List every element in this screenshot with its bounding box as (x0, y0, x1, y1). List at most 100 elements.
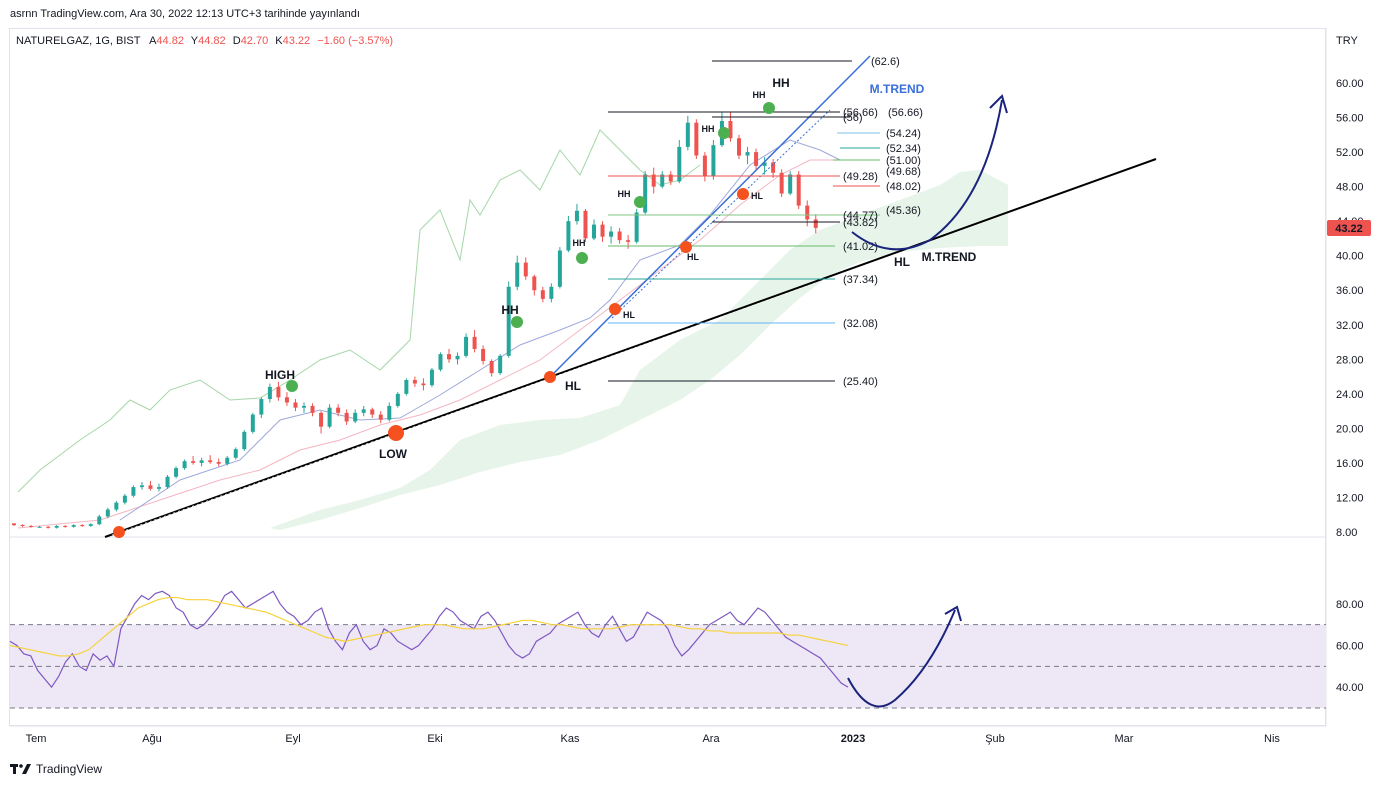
hh-marker (511, 316, 523, 328)
chart-annotation: HH (702, 124, 715, 134)
time-tick-label: Kas (561, 733, 580, 745)
candle-body (336, 407, 341, 413)
fib-level-label: (56) (843, 112, 863, 124)
fib-level-label: (49.28) (843, 171, 878, 183)
price-tick-label: 20.00 (1336, 423, 1364, 435)
time-tick-label: 2023 (841, 733, 865, 745)
candle-body (634, 212, 639, 242)
rsi-tick-label: 60.00 (1336, 641, 1364, 653)
rsi-line (9, 590, 849, 689)
candle-body (63, 525, 68, 527)
open-label: A (149, 35, 157, 47)
price-tick-label: 48.00 (1336, 182, 1364, 194)
candle-body (421, 383, 426, 386)
hh-marker (634, 196, 646, 208)
hh-marker (286, 380, 298, 392)
candle-body (12, 523, 16, 526)
high-value: 44.82 (198, 35, 226, 47)
chart-annotation: HH (501, 303, 518, 317)
candle-body (97, 516, 102, 525)
candle-body (643, 174, 648, 213)
candle-body (148, 485, 153, 489)
candle-body (361, 409, 366, 413)
currency-label: TRY (1336, 35, 1358, 47)
candle-body (626, 240, 631, 242)
candle-body (353, 412, 358, 422)
candle-body (165, 476, 170, 488)
time-tick-label: Eki (427, 733, 442, 745)
candle-body (37, 526, 42, 528)
candle-body (583, 210, 588, 239)
candle-body (327, 407, 332, 427)
candle-body (387, 405, 392, 420)
hl-marker (388, 425, 404, 441)
chart-annotation: HH (618, 189, 631, 199)
low-label: D (232, 35, 241, 47)
candle-body (438, 354, 443, 370)
candle-body (105, 509, 110, 517)
rsi-forecast-arrow (847, 609, 956, 708)
candle-body (609, 231, 614, 237)
chart-annotation: HL (623, 310, 635, 320)
symbol-legend: NATURELGAZ, 1G, BIST A44.82 Y44.82 D42.7… (16, 35, 397, 47)
forecast-arrow (851, 99, 1003, 251)
candle-body (131, 487, 136, 496)
chart-annotation: HH (772, 76, 789, 90)
low-value: 42.70 (240, 35, 269, 47)
rsi-tick-label: 80.00 (1336, 599, 1364, 611)
candle-body (157, 487, 162, 489)
last-price-tag (1327, 220, 1371, 236)
candle-body (574, 210, 579, 222)
candle-body (46, 526, 51, 528)
fib-level-label: (41.02) (843, 241, 878, 253)
chart-annotation: HH (753, 90, 766, 100)
chart-annotation: M.TREND (922, 250, 977, 264)
high-label: Y (190, 35, 199, 47)
change-value: −1.60 (−3.57%) (317, 35, 394, 47)
price-tick-label: 32.00 (1336, 320, 1364, 332)
candle-body (472, 336, 477, 349)
candle-body (208, 460, 213, 463)
ichimoku-cloud (270, 170, 1008, 530)
hl-marker (544, 371, 556, 383)
blue-trendline (549, 55, 871, 378)
candle-body (592, 224, 597, 239)
candle-body (788, 174, 793, 194)
fib-level-label: (44.77) (843, 210, 878, 222)
candle-body (600, 224, 605, 237)
candle-body (259, 399, 264, 415)
candle-body (532, 276, 537, 291)
price-tick-label: 60.00 (1336, 78, 1364, 90)
price-tick-label: 36.00 (1336, 285, 1364, 297)
fib-level-label: (37.34) (843, 274, 878, 286)
candle-body (225, 457, 230, 464)
hh-marker (576, 252, 588, 264)
fib-level-label: (54.24) (886, 128, 921, 140)
candle-body (813, 219, 818, 228)
last-price-label: 43.22 (1335, 223, 1363, 235)
candle-body (557, 250, 562, 287)
price-tick-label: 28.00 (1336, 354, 1364, 366)
candle-body (199, 460, 204, 463)
candle-body (668, 174, 673, 182)
price-tick-label: 8.00 (1336, 527, 1357, 539)
hh-marker (718, 127, 730, 139)
candle-body (515, 262, 520, 287)
hl-marker (680, 241, 692, 253)
candle-body (71, 525, 76, 527)
chart-annotation: HL (894, 255, 910, 269)
base-line (17, 159, 840, 529)
candle-body (702, 155, 707, 177)
hl-marker (113, 526, 125, 538)
conversion-line (119, 139, 841, 521)
candle-body (310, 405, 315, 413)
time-tick-label: Eyl (285, 733, 300, 745)
candle-body (540, 290, 545, 299)
chart-annotation: HL (565, 379, 581, 393)
rsi-ma-line (9, 596, 849, 657)
rsi-tick-label: 40.00 (1336, 682, 1364, 694)
fib-level-label: (43.82) (843, 217, 878, 229)
close-label: K (275, 35, 283, 47)
candle-body (498, 355, 503, 374)
